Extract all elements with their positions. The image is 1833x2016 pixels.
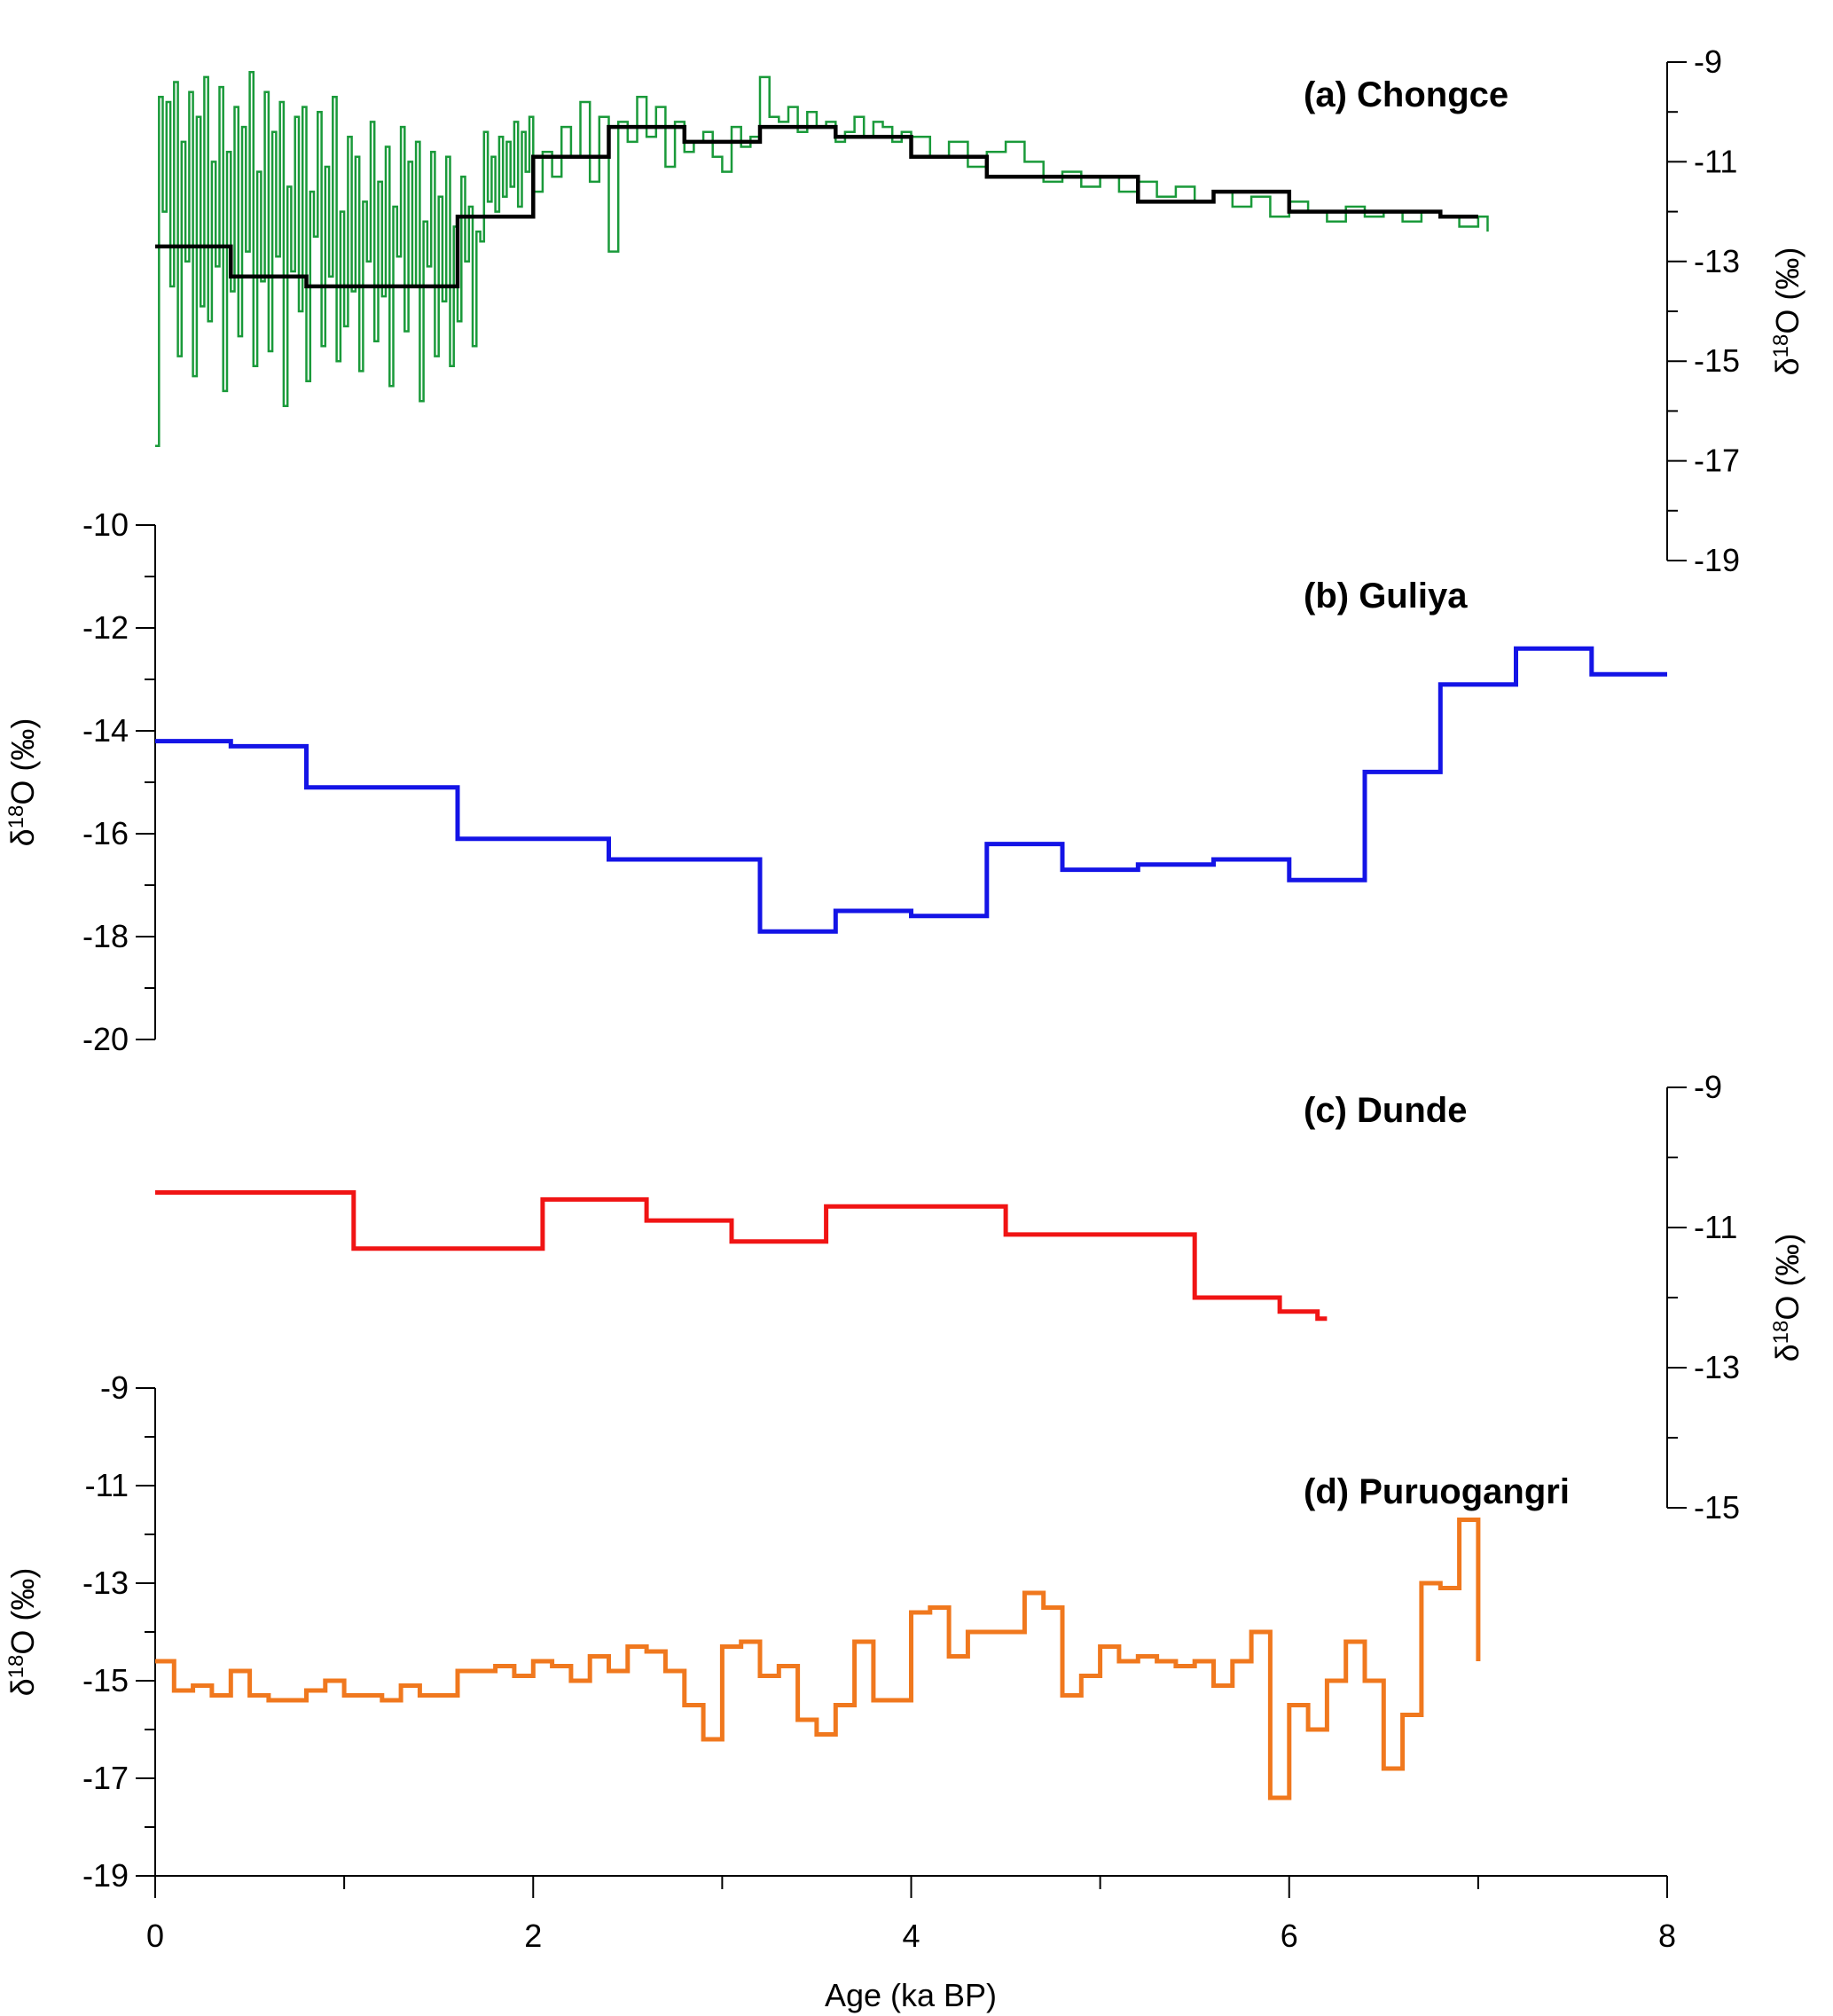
y-tick-label: -11 bbox=[85, 1467, 129, 1503]
y-tick-label: -17 bbox=[82, 1760, 129, 1796]
panel-c-series bbox=[155, 1190, 1328, 1322]
y-tick-label: -18 bbox=[82, 918, 129, 954]
y-tick-label: -11 bbox=[1694, 143, 1737, 179]
y-tick-label: -14 bbox=[82, 712, 129, 749]
panel-d-y-ticks: -9 -11 -13 -15 -17 -19 bbox=[82, 1369, 155, 1894]
y-tick-label: -15 bbox=[1694, 1489, 1740, 1526]
y-tick-label: -9 bbox=[100, 1369, 129, 1406]
panel-a-y-ticks: -9 -11 -13 -15 -17 -19 bbox=[1667, 43, 1740, 578]
x-tick-label: 4 bbox=[902, 1918, 920, 1954]
series-line bbox=[155, 70, 1489, 447]
y-tick-label: -9 bbox=[1694, 1069, 1722, 1105]
x-tick-label: 6 bbox=[1281, 1918, 1298, 1954]
panel-c-dunde: (c) Dunde -9 -11 -13 -15 δ18O (‰) bbox=[155, 1069, 1806, 1526]
series-line bbox=[155, 646, 1667, 934]
series-line bbox=[155, 1518, 1481, 1800]
y-tick-label: -16 bbox=[82, 815, 129, 851]
panel-a-title: (a) Chongce bbox=[1304, 75, 1508, 114]
panel-d-y-axis-title: δ18O (‰) bbox=[4, 1568, 41, 1697]
panel-a-series bbox=[155, 70, 1489, 447]
y-tick-label: -13 bbox=[1694, 243, 1740, 279]
series-line bbox=[155, 1190, 1328, 1322]
panel-b-y-axis-title: δ18O (‰) bbox=[4, 718, 41, 847]
y-tick-label: -9 bbox=[1694, 43, 1722, 80]
x-tick-label: 8 bbox=[1658, 1918, 1676, 1954]
x-axis-title: Age (ka BP) bbox=[825, 1977, 997, 2013]
y-tick-label: -12 bbox=[82, 609, 129, 646]
panel-a-y-axis-title: δ18O (‰) bbox=[1769, 247, 1806, 376]
y-tick-label: -13 bbox=[1694, 1349, 1740, 1385]
y-tick-label: -11 bbox=[1694, 1209, 1737, 1245]
panel-b-y-ticks: -10 -12 -14 -16 -18 -20 bbox=[82, 506, 155, 1057]
y-tick-label: -17 bbox=[1694, 443, 1740, 479]
y-tick-label: -19 bbox=[1694, 542, 1740, 578]
y-tick-label: -15 bbox=[1694, 342, 1740, 379]
panel-a-chongce: (a) Chongce -9 -11 -13 -15 -17 -19 δ18O (‰) bbox=[155, 43, 1806, 578]
x-tick-label: 2 bbox=[524, 1918, 542, 1954]
y-tick-label: -19 bbox=[82, 1857, 129, 1894]
panel-b-guliya: (b) Guliya -10 -12 -14 -16 -18 -20 δ18O (‰) bbox=[4, 506, 1667, 1057]
series-line bbox=[155, 124, 1478, 289]
panel-d-puruogangri: (d) Puruogangri -9 -11 -13 -15 -17 -19 δ18O (… bbox=[4, 1369, 1570, 1894]
y-tick-label: -15 bbox=[82, 1662, 129, 1698]
x-tick-label: 0 bbox=[146, 1918, 164, 1954]
panel-c-y-ticks: -9 -11 -13 -15 bbox=[1667, 1069, 1740, 1526]
y-tick-label: -20 bbox=[82, 1021, 129, 1057]
y-tick-label: -13 bbox=[82, 1565, 129, 1601]
x-axis-ticks: 0 2 4 6 8 bbox=[146, 1876, 1676, 1954]
panel-b-title: (b) Guliya bbox=[1304, 577, 1468, 616]
panel-c-y-axis-title: δ18O (‰) bbox=[1769, 1234, 1806, 1362]
panel-b-series bbox=[155, 646, 1667, 934]
y-tick-label: -10 bbox=[82, 506, 129, 543]
x-axis: 0 2 4 6 8 Age (ka BP) bbox=[146, 1875, 1676, 2013]
panel-d-series bbox=[155, 1518, 1481, 1800]
panel-d-title: (d) Puruogangri bbox=[1304, 1472, 1570, 1511]
panel-c-title: (c) Dunde bbox=[1304, 1091, 1467, 1130]
